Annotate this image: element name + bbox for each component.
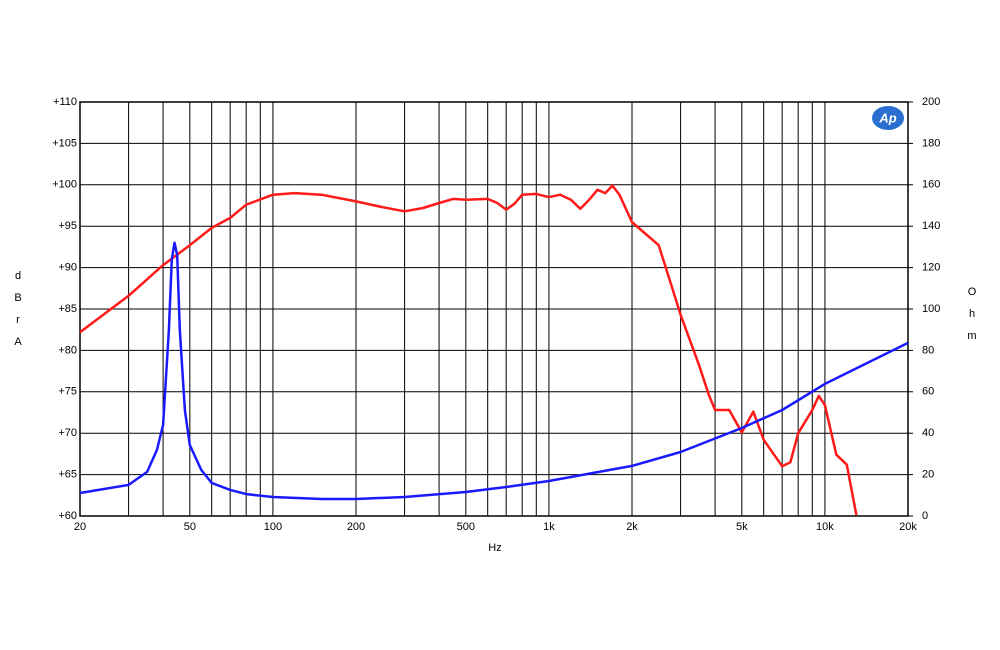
- logo-badge: [872, 106, 904, 130]
- y-tick-label: +95: [58, 220, 77, 232]
- y-tick-label: +75: [58, 386, 77, 398]
- x-tick-label: 200: [347, 521, 365, 533]
- y2-tick-label: 0: [922, 510, 928, 522]
- y2-tick-label: 180: [922, 137, 940, 149]
- y-tick-label: +90: [58, 262, 77, 274]
- x-tick-label: 20k: [899, 521, 917, 533]
- y2-tick-label: 120: [922, 262, 940, 274]
- x-tick-label: 10k: [816, 521, 834, 533]
- y-tick-label: +105: [52, 137, 77, 149]
- y2-tick-label: 40: [922, 427, 934, 439]
- y-tick-label: +100: [52, 179, 77, 191]
- series-line: [79, 241, 909, 501]
- y2-tick-label: 60: [922, 386, 934, 398]
- y-tick-label: +65: [58, 469, 77, 481]
- x-tick-label: 100: [264, 521, 282, 533]
- y2-tick-label: 160: [922, 179, 940, 191]
- x-tick-label: 1k: [543, 521, 555, 533]
- series-line: [79, 184, 858, 516]
- x-tick-label: 5k: [736, 521, 748, 533]
- x-tick-label: 500: [457, 521, 475, 533]
- y-tick-label: +110: [53, 96, 77, 108]
- y2-tick-label: 80: [922, 344, 934, 356]
- y-tick-label: +80: [58, 344, 77, 356]
- y-tick-label: +70: [58, 427, 77, 439]
- x-tick-label: 20: [74, 521, 86, 533]
- logo: Ap: [878, 110, 896, 125]
- x-tick-label: 50: [184, 521, 196, 533]
- y2-tick-label: 200: [922, 96, 940, 108]
- y2-tick-label: 20: [922, 469, 934, 481]
- y2-tick-label: 140: [922, 220, 940, 232]
- y-tick-label: +60: [58, 510, 77, 522]
- y2-tick-label: 100: [922, 303, 940, 315]
- x-tick-label: 2k: [626, 521, 638, 533]
- x-axis-label: Hz: [488, 542, 501, 554]
- y-tick-label: +85: [58, 303, 77, 315]
